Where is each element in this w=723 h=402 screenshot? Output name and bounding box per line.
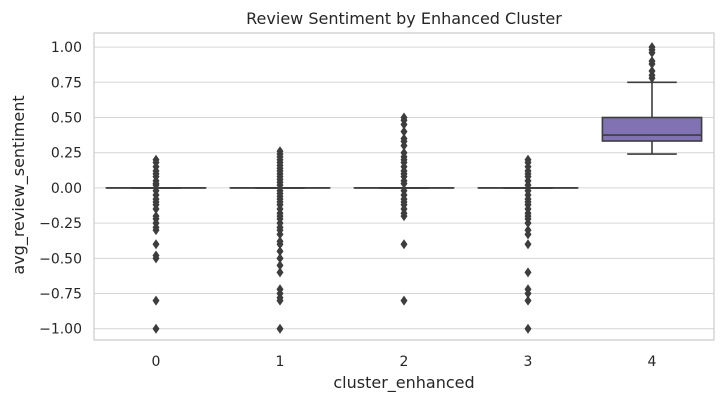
outlier-point bbox=[648, 58, 656, 69]
outlier-point bbox=[152, 253, 160, 264]
x-tick-label: 0 bbox=[152, 354, 161, 370]
outlier-point bbox=[524, 295, 532, 306]
outlier-point bbox=[276, 239, 284, 250]
x-tick-label: 3 bbox=[524, 354, 533, 370]
outlier-point bbox=[400, 140, 408, 151]
outlier-point bbox=[400, 295, 408, 306]
box-group-4 bbox=[601, 42, 703, 155]
outlier-point bbox=[276, 260, 284, 271]
outlier-point bbox=[276, 323, 284, 334]
x-tick-label: 2 bbox=[400, 354, 409, 370]
outlier-point bbox=[276, 180, 284, 191]
outlier-point bbox=[276, 253, 284, 264]
x-tick-labels: 0 1 2 3 4 bbox=[152, 354, 657, 370]
outlier-point bbox=[152, 225, 160, 236]
outlier-point bbox=[524, 180, 532, 191]
plot-border bbox=[93, 32, 715, 341]
outlier-point bbox=[400, 119, 408, 130]
y-tick-label: −0.50 bbox=[39, 251, 82, 267]
outlier-point bbox=[276, 295, 284, 306]
axes-frame bbox=[93, 32, 715, 341]
y-tick-label: −1.00 bbox=[39, 322, 82, 338]
outlier-point bbox=[524, 323, 532, 334]
box-group-3 bbox=[477, 154, 579, 334]
outlier-point bbox=[524, 218, 532, 229]
y-axis-label: avg_review_sentiment bbox=[9, 95, 29, 274]
x-tick-label: 1 bbox=[276, 354, 285, 370]
iqr-box bbox=[601, 116, 703, 142]
outlier-point bbox=[524, 267, 532, 278]
outlier-point bbox=[152, 323, 160, 334]
outlier-point bbox=[648, 47, 656, 58]
outlier-point bbox=[152, 180, 160, 191]
box-group-1 bbox=[229, 146, 331, 334]
box-group-2 bbox=[353, 112, 455, 306]
outlier-point bbox=[400, 239, 408, 250]
y-tick-label: −0.25 bbox=[39, 216, 82, 232]
outlier-point bbox=[276, 246, 284, 257]
outlier-point bbox=[400, 211, 408, 222]
outlier-point bbox=[276, 229, 284, 240]
outlier-point bbox=[524, 288, 532, 299]
y-tick-label: 0.50 bbox=[51, 110, 82, 126]
x-tick-label: 4 bbox=[648, 354, 657, 370]
outlier-point bbox=[276, 267, 284, 278]
outlier-point bbox=[152, 295, 160, 306]
outlier-point bbox=[524, 229, 532, 240]
outlier-point bbox=[648, 73, 656, 84]
outlier-point bbox=[400, 126, 408, 137]
y-tick-label: 0.00 bbox=[51, 181, 82, 197]
outlier-point bbox=[152, 204, 160, 215]
y-tick-label: 0.75 bbox=[51, 75, 82, 91]
y-tick-label: 0.25 bbox=[51, 146, 82, 162]
outlier-point bbox=[524, 239, 532, 250]
box-plot-series bbox=[105, 42, 703, 334]
outlier-point bbox=[400, 178, 408, 189]
box-group-0 bbox=[105, 154, 207, 334]
y-tick-label: 1.00 bbox=[51, 40, 82, 56]
chart-title: Review Sentiment by Enhanced Cluster bbox=[246, 9, 562, 28]
y-tick-label: −0.75 bbox=[39, 287, 82, 303]
y-tick-labels: 1.00 0.75 0.50 0.25 0.00 −0.25 −0.50 −0.75 −1.00 bbox=[39, 40, 82, 338]
x-axis-label: cluster_enhanced bbox=[333, 373, 474, 393]
outlier-point bbox=[152, 239, 160, 250]
